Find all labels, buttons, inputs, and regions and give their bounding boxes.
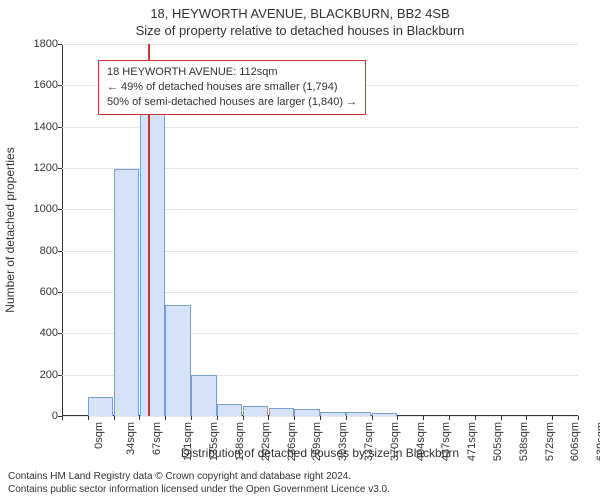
- chart-area: Number of detached properties 0200400600…: [62, 44, 578, 416]
- x-tick-label: 538sqm: [518, 422, 530, 461]
- histogram-bar: [294, 409, 319, 416]
- x-tick-mark: [88, 416, 89, 420]
- x-tick-mark: [346, 416, 347, 420]
- x-tick-label: 505sqm: [492, 422, 504, 461]
- x-tick-mark: [475, 416, 476, 420]
- y-tick-label: 1000: [22, 203, 58, 215]
- y-tick-label: 800: [22, 245, 58, 257]
- x-tick-mark: [268, 416, 269, 420]
- x-tick-mark: [449, 416, 450, 420]
- x-tick-label: 606sqm: [570, 422, 582, 461]
- y-tick-label: 1200: [22, 162, 58, 174]
- annotation-line: 50% of semi-detached houses are larger (…: [107, 95, 357, 110]
- footer-line-2: Contains public sector information licen…: [8, 483, 390, 496]
- y-tick-mark: [58, 209, 62, 210]
- y-tick-mark: [58, 85, 62, 86]
- x-tick-mark: [372, 416, 373, 420]
- histogram-bar: [217, 404, 242, 416]
- x-tick-label: 639sqm: [595, 422, 600, 461]
- x-tick-mark: [62, 416, 63, 420]
- histogram-bar: [88, 397, 113, 416]
- histogram-bar: [320, 412, 345, 416]
- x-tick-mark: [191, 416, 192, 420]
- x-tick-mark: [114, 416, 115, 420]
- x-tick-mark: [397, 416, 398, 420]
- chart-subtitle: Size of property relative to detached ho…: [0, 23, 600, 38]
- y-tick-label: 1600: [22, 79, 58, 91]
- chart-title: 18, HEYWORTH AVENUE, BLACKBURN, BB2 4SB: [0, 6, 600, 21]
- y-tick-mark: [58, 127, 62, 128]
- y-tick-label: 1800: [22, 38, 58, 50]
- y-tick-label: 0: [22, 410, 58, 422]
- y-tick-mark: [58, 333, 62, 334]
- x-tick-label: 34sqm: [125, 422, 137, 455]
- histogram-bar: [114, 169, 139, 416]
- x-tick-mark: [217, 416, 218, 420]
- y-tick-mark: [58, 292, 62, 293]
- gridline: [62, 44, 578, 45]
- footer-attribution: Contains HM Land Registry data © Crown c…: [8, 470, 390, 496]
- annotation-line: ← 49% of detached houses are smaller (1,…: [107, 80, 357, 95]
- y-axis-label: Number of detached properties: [3, 147, 17, 312]
- x-tick-mark: [423, 416, 424, 420]
- y-tick-label: 600: [22, 286, 58, 298]
- x-tick-mark: [526, 416, 527, 420]
- histogram-bar: [372, 413, 397, 416]
- x-axis-label: Distribution of detached houses by size …: [181, 446, 459, 460]
- footer-line-1: Contains HM Land Registry data © Crown c…: [8, 470, 390, 483]
- x-tick-mark: [578, 416, 579, 420]
- y-tick-label: 400: [22, 327, 58, 339]
- annotation-line: 18 HEYWORTH AVENUE: 112sqm: [107, 65, 357, 80]
- histogram-bar: [269, 408, 294, 416]
- histogram-bar: [243, 406, 268, 416]
- chart-header: 18, HEYWORTH AVENUE, BLACKBURN, BB2 4SB …: [0, 0, 600, 38]
- x-tick-mark: [501, 416, 502, 420]
- x-tick-mark: [320, 416, 321, 420]
- x-tick-label: 67sqm: [151, 422, 163, 455]
- y-tick-mark: [58, 251, 62, 252]
- x-tick-mark: [294, 416, 295, 420]
- y-tick-mark: [58, 168, 62, 169]
- x-tick-label: 471sqm: [466, 422, 478, 461]
- y-tick-mark: [58, 375, 62, 376]
- x-tick-mark: [243, 416, 244, 420]
- histogram-bar: [165, 305, 190, 416]
- plot-region: 0200400600800100012001400160018000sqm34s…: [62, 44, 578, 416]
- histogram-bar: [346, 412, 371, 416]
- y-tick-mark: [58, 44, 62, 45]
- x-tick-mark: [165, 416, 166, 420]
- histogram-bar: [140, 108, 165, 416]
- y-tick-label: 1400: [22, 121, 58, 133]
- annotation-box: 18 HEYWORTH AVENUE: 112sqm← 49% of detac…: [98, 60, 366, 115]
- x-tick-label: 0sqm: [93, 422, 105, 449]
- x-tick-mark: [552, 416, 553, 420]
- histogram-bar: [191, 375, 216, 416]
- y-tick-label: 200: [22, 369, 58, 381]
- x-tick-mark: [139, 416, 140, 420]
- y-axis-line: [62, 44, 63, 416]
- x-tick-label: 572sqm: [544, 422, 556, 461]
